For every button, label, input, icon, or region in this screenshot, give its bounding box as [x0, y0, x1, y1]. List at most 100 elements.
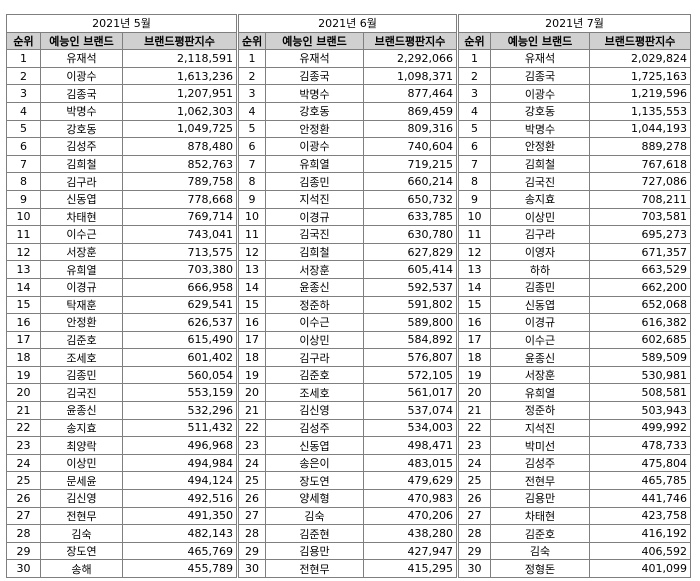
- score-cell: 465,785: [588, 471, 692, 491]
- rank-cell: 17: [458, 330, 491, 350]
- rank-cell: 30: [238, 559, 266, 578]
- score-cell: 740,604: [362, 137, 458, 156]
- column-header: 순위: [6, 31, 41, 51]
- data-row: 23 신동엽 498,471: [238, 436, 458, 455]
- data-row: 26 김용만 441,746: [458, 489, 692, 508]
- score-cell: 584,892: [362, 330, 458, 350]
- rank-cell: 20: [458, 383, 491, 403]
- score-cell: 2,029,824: [588, 49, 692, 68]
- score-cell: 561,017: [362, 383, 458, 403]
- rank-cell: 18: [238, 348, 266, 367]
- data-row: 18 윤종신 589,509: [458, 348, 692, 367]
- rank-cell: 16: [6, 313, 41, 332]
- name-cell: 서장훈: [40, 242, 123, 262]
- rank-cell: 8: [6, 172, 41, 191]
- name-cell: 이경규: [265, 207, 364, 227]
- name-cell: 이수근: [40, 225, 123, 244]
- rank-cell: 15: [238, 295, 266, 315]
- rank-cell: 26: [458, 489, 491, 508]
- score-cell: 494,984: [121, 453, 238, 473]
- rank-cell: 7: [458, 154, 491, 174]
- score-cell: 470,206: [362, 506, 458, 526]
- month-table: 2021년 7월 순위 예능인 브랜드 브랜드평판지수 1 유재석 2,029,824 2 김종…: [457, 14, 692, 578]
- score-cell: 719,215: [362, 154, 458, 174]
- rank-cell: 12: [238, 242, 266, 262]
- data-row: 14 이경규 666,958: [6, 277, 238, 297]
- score-cell: 627,829: [362, 242, 458, 262]
- score-cell: 576,807: [362, 348, 458, 367]
- score-cell: 650,732: [362, 189, 458, 209]
- data-row: 12 김희철 627,829: [238, 242, 458, 262]
- score-cell: 482,143: [121, 524, 238, 543]
- score-cell: 1,098,371: [362, 66, 458, 86]
- score-cell: 401,099: [588, 559, 692, 578]
- name-cell: 김숙: [490, 541, 590, 561]
- data-row: 21 윤종신 532,296: [6, 401, 238, 420]
- column-header: 브랜드평판지수: [362, 31, 458, 51]
- score-cell: 695,273: [588, 225, 692, 244]
- data-row: 22 김성주 534,003: [238, 418, 458, 438]
- month-table: 2021년 5월 순위 예능인 브랜드 브랜드평판지수 1 유재석 2,118,591 2 이광…: [5, 14, 238, 578]
- data-row: 28 김준현 438,280: [238, 524, 458, 543]
- name-cell: 문세윤: [40, 471, 123, 491]
- data-row: 27 김숙 470,206: [238, 506, 458, 526]
- score-cell: 629,541: [121, 295, 238, 315]
- name-cell: 김국진: [490, 172, 590, 191]
- name-cell: 강호동: [490, 101, 590, 121]
- data-row: 5 박명수 1,044,193: [458, 119, 692, 139]
- rank-cell: 23: [6, 436, 41, 455]
- data-row: 10 차태현 769,714: [6, 207, 238, 227]
- data-row: 7 유희열 719,215: [238, 154, 458, 174]
- name-cell: 장도연: [40, 541, 123, 561]
- name-cell: 유재석: [265, 49, 364, 68]
- score-cell: 602,685: [588, 330, 692, 350]
- name-cell: 하하: [490, 260, 590, 279]
- rank-cell: 14: [6, 277, 41, 297]
- name-cell: 김희철: [490, 154, 590, 174]
- name-cell: 지석진: [265, 189, 364, 209]
- score-cell: 1,049,725: [121, 119, 238, 139]
- rank-cell: 8: [458, 172, 491, 191]
- score-cell: 423,758: [588, 506, 692, 526]
- rank-cell: 23: [238, 436, 266, 455]
- name-cell: 이광수: [265, 137, 364, 156]
- name-cell: 정준하: [265, 295, 364, 315]
- name-cell: 송지효: [490, 189, 590, 209]
- name-cell: 송지효: [40, 418, 123, 438]
- month-table: 2021년 6월 순위 예능인 브랜드 브랜드평판지수 1 유재석 2,292,066 2 김종…: [237, 14, 458, 578]
- rank-cell: 28: [238, 524, 266, 543]
- data-row: 24 송은이 483,015: [238, 453, 458, 473]
- score-cell: 508,581: [588, 383, 692, 403]
- rank-cell: 14: [238, 277, 266, 297]
- rank-cell: 11: [238, 225, 266, 244]
- rank-cell: 30: [6, 559, 41, 578]
- rank-cell: 13: [458, 260, 491, 279]
- name-cell: 전현무: [40, 506, 123, 526]
- name-cell: 정준하: [490, 401, 590, 420]
- score-cell: 869,459: [362, 101, 458, 121]
- score-cell: 626,537: [121, 313, 238, 332]
- data-row: 26 김신영 492,516: [6, 489, 238, 508]
- score-cell: 713,575: [121, 242, 238, 262]
- rank-cell: 15: [6, 295, 41, 315]
- data-row: 12 서장훈 713,575: [6, 242, 238, 262]
- rank-cell: 20: [238, 383, 266, 403]
- rank-cell: 21: [6, 401, 41, 420]
- rank-cell: 30: [458, 559, 491, 578]
- rank-cell: 2: [6, 66, 41, 86]
- rank-cell: 13: [238, 260, 266, 279]
- score-cell: 534,003: [362, 418, 458, 438]
- data-row: 27 차태현 423,758: [458, 506, 692, 526]
- rank-cell: 10: [6, 207, 41, 227]
- data-row: 15 정준하 591,802: [238, 295, 458, 315]
- rank-cell: 25: [6, 471, 41, 491]
- data-row: 8 김종민 660,214: [238, 172, 458, 191]
- name-cell: 이경규: [40, 277, 123, 297]
- name-cell: 차태현: [490, 506, 590, 526]
- name-cell: 이경규: [490, 313, 590, 332]
- name-cell: 차태현: [40, 207, 123, 227]
- score-cell: 1,207,951: [121, 84, 238, 103]
- name-cell: 최양락: [40, 436, 123, 455]
- name-cell: 김희철: [40, 154, 123, 174]
- rank-cell: 19: [458, 365, 491, 385]
